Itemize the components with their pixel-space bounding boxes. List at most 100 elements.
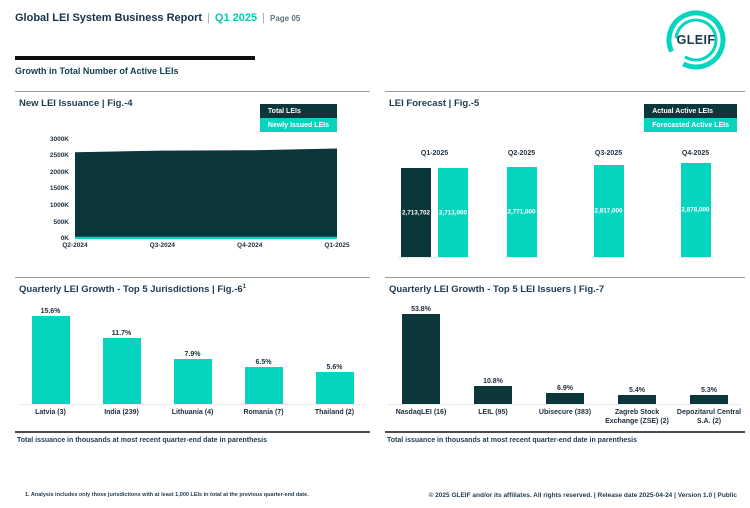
- fig5-group: Q1-2025 2,713,702 2,713,000: [391, 150, 478, 258]
- fig4-y-tick: 0K: [60, 235, 69, 243]
- fig7-column: 6.9% Ubisecure (383): [529, 302, 601, 426]
- fig6-category-label: Latvia (3): [35, 409, 66, 416]
- report-title: Global LEI System Business Report: [15, 12, 203, 24]
- fig5-bar-forecast: 2,878,000: [680, 163, 711, 257]
- fig6-column: 5.6% Thailand (2): [299, 302, 370, 417]
- panel-fig5: LEI Forecast | Fig.-5 Actual Active LEIs…: [385, 91, 745, 276]
- fig6-category-label: India (239): [104, 409, 139, 416]
- report-header: Global LEI System Business Report | Q1 202…: [15, 12, 300, 24]
- fig7-value-label: 5.3%: [701, 387, 717, 395]
- fig6-value-label: 15.6%: [40, 308, 61, 315]
- panel-fig4: New LEI Issuance | Fig.-4 Total LEIs New…: [15, 91, 370, 276]
- fig5-bar-value: 2,771,000: [507, 208, 536, 216]
- fig5-quarter-label: Q4-2025: [681, 150, 710, 157]
- fig6-bar: [173, 359, 212, 404]
- fig7-title: Quarterly LEI Growth - Top 5 LEI Issuers…: [389, 284, 605, 295]
- fig5-bar-actual: 2,713,702: [401, 168, 431, 257]
- fig6-column: 6.5% Romania (7): [228, 302, 299, 417]
- header-separator: |: [262, 12, 265, 24]
- fig7-bars: 53.8% NasdaqLEI (16) 10.8% LEIL (95) 6.9% Ubi…: [385, 302, 745, 426]
- fig7-column: 5.3% Depozitarul Central S.A. (2): [673, 302, 745, 426]
- fig5-quarter-label: Q2-2025: [507, 150, 536, 157]
- fig7-column: 5.4% Zagreb Stock Exchange (ZSE) (2): [601, 302, 673, 426]
- fig4-x-tick: Q3-2024: [149, 242, 175, 249]
- fig6-value-label: 11.7%: [111, 330, 132, 337]
- page-number: Page 05: [269, 14, 301, 23]
- fig5-bar-value: 2,713,000: [438, 209, 468, 217]
- fig6-bar: [315, 372, 354, 404]
- gleif-logo-text: GLEIF: [676, 33, 716, 47]
- fig7-category-label: NasdaqLEI (16): [395, 409, 447, 416]
- fig5-bar-forecast: 2,817,000: [593, 165, 624, 257]
- fig7-bar: [618, 395, 656, 404]
- fig5-bar-forecast: 2,713,000: [438, 168, 468, 257]
- fig5-bar-row: 2,817,000: [591, 164, 626, 258]
- fig5-group: Q4-2025 2,878,000: [652, 150, 739, 258]
- gleif-logo-rings: [666, 10, 726, 70]
- fig4-y-tick: 500K: [53, 218, 69, 226]
- fig7-baseline: [389, 404, 741, 405]
- fig4-y-tick: 2000K: [49, 168, 69, 176]
- fig6-column: 11.7% India (239): [86, 302, 157, 417]
- fig4-area-total-leis: [75, 148, 337, 239]
- fig5-bar-value: 2,878,000: [681, 206, 710, 214]
- fig6-bar: [244, 367, 283, 404]
- fig4-x-tick: Q1-2025: [324, 242, 350, 249]
- fig6-bar-stack: 6.5%: [244, 302, 283, 404]
- fig7-bar-stack: 53.8%: [402, 302, 440, 404]
- fig5-bar-row: 2,713,702 2,713,000: [399, 164, 470, 258]
- fig5-bar-forecast: 2,771,000: [506, 166, 537, 257]
- fig4-chart: 3000K 2500K 2000K 1500K 1000K 500K 0K Q2-2024 Q…: [29, 136, 350, 252]
- fig7-value-label: 6.9%: [557, 384, 573, 392]
- fig6-title: Quarterly LEI Growth - Top 5 Jurisdictio…: [19, 284, 246, 295]
- fig6-bar-stack: 7.9%: [173, 302, 212, 404]
- fig5-quarter-label: Q3-2025: [594, 150, 623, 157]
- fig6-footer-divider: [15, 431, 370, 433]
- fig6-bar-stack: 11.7%: [102, 302, 141, 404]
- fig4-x-tick: Q4-2024: [237, 242, 263, 249]
- fig7-bar: [474, 385, 512, 404]
- fig6-category-label: Lithuania (4): [171, 409, 214, 416]
- fig7-bar: [690, 395, 728, 404]
- fig7-category-label: LEIL (95): [478, 409, 508, 416]
- fig4-y-tick: 1500K: [49, 185, 69, 193]
- fig4-legend-newly-issued: Newly Issued LEIs: [259, 118, 337, 132]
- fig4-x-tick: Q2-2024: [62, 242, 88, 249]
- fig7-bar: [546, 392, 584, 404]
- fig5-group: Q2-2025 2,771,000: [478, 150, 565, 258]
- fig6-bars: 15.6% Latvia (3) 11.7% India (239) 7.9% Lithu…: [15, 302, 370, 417]
- fig6-title-footnote-marker: 1: [242, 284, 246, 290]
- fig5-quarter-label: Q1-2025: [420, 150, 449, 157]
- fig5-bar-row: 2,878,000: [678, 163, 713, 258]
- fig6-bar-stack: 15.6%: [31, 302, 70, 404]
- fig6-category-label: Romania (7): [243, 409, 284, 416]
- fig4-x-axis: Q2-2024 Q3-2024 Q4-2024 Q1-2025: [62, 242, 349, 252]
- fig5-bar-value: 2,713,702: [401, 209, 431, 217]
- fig6-footer-note: Total issuance in thousands at most rece…: [17, 437, 267, 444]
- fig5-legend: Actual Active LEIs Forecasted Active LEI…: [644, 104, 737, 132]
- fig7-bar-stack: 5.4%: [618, 302, 656, 404]
- fig7-value-label: 53.8%: [411, 306, 431, 313]
- fig6-title-text: Quarterly LEI Growth - Top 5 Jurisdictio…: [19, 284, 243, 296]
- fig6-bar: [31, 316, 70, 404]
- fig6-category-label: Thailand (2): [314, 409, 355, 416]
- fig5-legend-forecast: Forecasted Active LEIs: [644, 118, 737, 132]
- fig4-y-tick: 2500K: [49, 152, 69, 160]
- fig6-baseline: [19, 404, 366, 405]
- header-separator: |: [207, 12, 210, 24]
- fig6-column: 7.9% Lithuania (4): [157, 302, 228, 417]
- copyright-line: © 2025 GLEIF and/or its affiliates. All …: [428, 492, 737, 499]
- fig5-bars: Q1-2025 2,713,702 2,713,000 Q2-2025 2,771,00…: [391, 150, 739, 258]
- fig6-value-label: 5.6%: [326, 364, 343, 372]
- fig6-bar-stack: 5.6%: [315, 302, 354, 404]
- fig5-bar-row: 2,771,000: [504, 164, 539, 258]
- fig4-y-axis: 3000K 2500K 2000K 1500K 1000K 500K 0K: [29, 136, 75, 243]
- panel-fig6: Quarterly LEI Growth - Top 5 Jurisdictio…: [15, 277, 370, 457]
- fig6-value-label: 6.5%: [255, 359, 272, 367]
- fig4-legend: Total LEIs Newly Issued LEIs: [259, 104, 337, 132]
- fig4-y-tick: 1000K: [49, 202, 69, 210]
- fig5-group: Q3-2025 2,817,000: [565, 150, 652, 258]
- fig6-bar: [102, 338, 141, 404]
- report-period: Q1 2025: [214, 12, 258, 24]
- fig4-y-tick: 3000K: [49, 135, 69, 143]
